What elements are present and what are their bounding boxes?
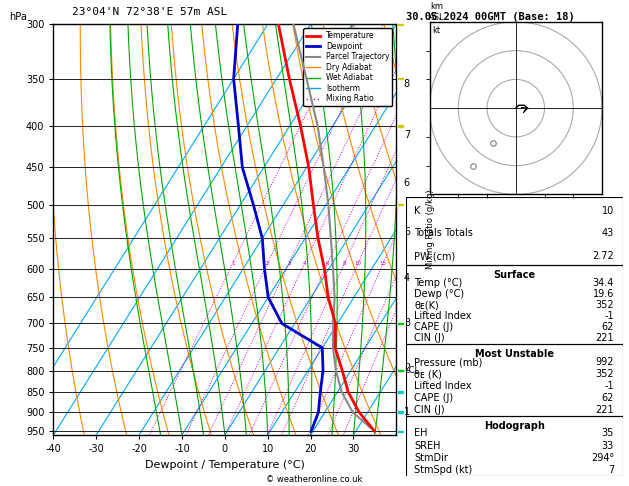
Text: 33: 33: [602, 441, 614, 451]
Text: 62: 62: [602, 393, 614, 403]
Text: 294°: 294°: [591, 453, 614, 463]
Text: 34.4: 34.4: [593, 278, 614, 288]
Text: 2.72: 2.72: [593, 251, 614, 261]
Text: Most Unstable: Most Unstable: [475, 348, 554, 359]
Text: Pressure (mb): Pressure (mb): [415, 357, 483, 367]
Text: LCL: LCL: [404, 366, 419, 375]
Legend: Temperature, Dewpoint, Parcel Trajectory, Dry Adiabat, Wet Adiabat, Isotherm, Mi: Temperature, Dewpoint, Parcel Trajectory…: [303, 28, 392, 106]
Text: 3: 3: [287, 260, 291, 265]
Text: Hodograph: Hodograph: [484, 421, 545, 431]
Text: 6: 6: [404, 178, 410, 188]
Text: 6: 6: [326, 260, 330, 265]
Text: © weatheronline.co.uk: © weatheronline.co.uk: [266, 474, 363, 484]
Text: Dewp (°C): Dewp (°C): [415, 289, 464, 299]
Text: 30.05.2024 00GMT (Base: 18): 30.05.2024 00GMT (Base: 18): [406, 12, 574, 22]
Text: 2: 2: [266, 260, 269, 265]
Text: -1: -1: [604, 311, 614, 321]
Text: 35: 35: [602, 429, 614, 438]
Text: 7: 7: [404, 130, 410, 139]
Text: Lifted Index: Lifted Index: [415, 381, 472, 391]
Text: θᴇ (K): θᴇ (K): [415, 369, 442, 379]
Text: 2: 2: [404, 364, 410, 373]
Text: 10: 10: [602, 206, 614, 215]
Text: 5: 5: [404, 227, 410, 237]
Text: StmSpd (kt): StmSpd (kt): [415, 465, 472, 475]
Text: 7: 7: [608, 465, 614, 475]
Text: 1: 1: [231, 260, 235, 265]
Text: 4: 4: [404, 273, 410, 283]
Text: Surface: Surface: [493, 270, 535, 280]
Text: 352: 352: [596, 369, 614, 379]
Text: 4: 4: [303, 260, 306, 265]
Text: EH: EH: [415, 429, 428, 438]
Text: Totals Totals: Totals Totals: [415, 228, 473, 238]
Text: 221: 221: [596, 405, 614, 415]
Text: 1: 1: [404, 407, 410, 417]
Text: km
ASL: km ASL: [430, 2, 445, 22]
Text: 352: 352: [596, 300, 614, 310]
Text: -1: -1: [604, 381, 614, 391]
Text: 8: 8: [404, 79, 410, 89]
Text: 19.6: 19.6: [593, 289, 614, 299]
Text: CAPE (J): CAPE (J): [415, 322, 454, 332]
Text: SREH: SREH: [415, 441, 441, 451]
Text: 15: 15: [380, 260, 387, 265]
Text: kt: kt: [432, 26, 440, 35]
Text: 221: 221: [596, 333, 614, 343]
Text: CIN (J): CIN (J): [415, 333, 445, 343]
Text: K: K: [415, 206, 421, 215]
Text: 62: 62: [602, 322, 614, 332]
Text: 10: 10: [355, 260, 362, 265]
Text: CIN (J): CIN (J): [415, 405, 445, 415]
Text: 23°04'N 72°38'E 57m ASL: 23°04'N 72°38'E 57m ASL: [72, 7, 228, 17]
Text: CAPE (J): CAPE (J): [415, 393, 454, 403]
Text: Temp (°C): Temp (°C): [415, 278, 463, 288]
X-axis label: Dewpoint / Temperature (°C): Dewpoint / Temperature (°C): [145, 460, 305, 469]
Text: 43: 43: [602, 228, 614, 238]
Text: 3: 3: [404, 318, 410, 329]
Text: Lifted Index: Lifted Index: [415, 311, 472, 321]
Text: StmDir: StmDir: [415, 453, 448, 463]
Text: hPa: hPa: [9, 12, 27, 22]
Text: PW (cm): PW (cm): [415, 251, 455, 261]
Text: θᴇ(K): θᴇ(K): [415, 300, 439, 310]
Text: Mixing Ratio (g/kg): Mixing Ratio (g/kg): [426, 190, 435, 269]
Text: 8: 8: [343, 260, 347, 265]
Text: 992: 992: [596, 357, 614, 367]
